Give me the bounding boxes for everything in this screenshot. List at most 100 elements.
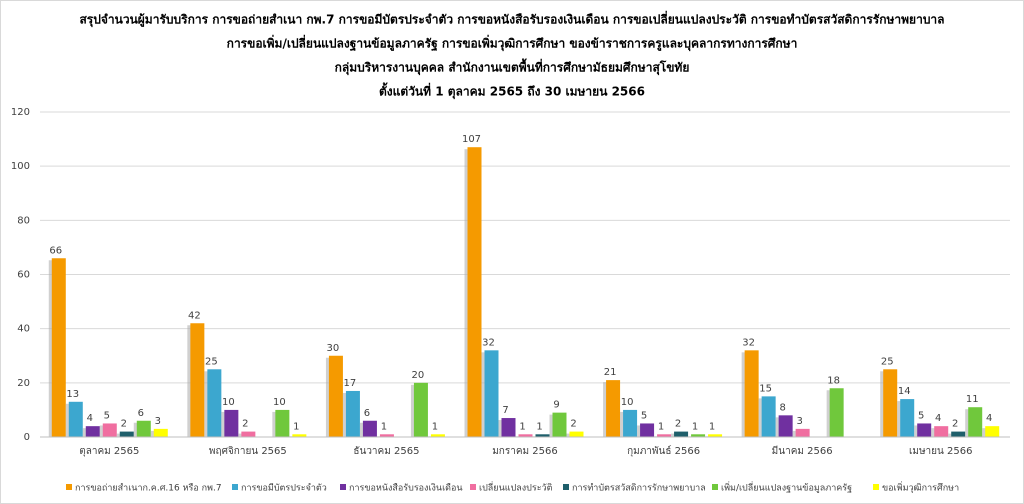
data-label: 13 — [66, 389, 79, 400]
data-label: 32 — [482, 337, 495, 348]
legend-swatch — [712, 484, 718, 490]
data-label: 2 — [242, 419, 248, 430]
data-label: 10 — [273, 397, 286, 408]
data-label: 14 — [898, 386, 911, 397]
bar — [275, 409, 290, 437]
y-tick-label: 0 — [24, 432, 30, 443]
data-label: 7 — [502, 405, 508, 416]
bar — [501, 418, 516, 437]
bar — [430, 434, 445, 437]
bar — [68, 401, 83, 437]
data-label: 42 — [188, 310, 201, 321]
data-label: 20 — [412, 370, 425, 381]
data-label: 3 — [796, 416, 802, 427]
bar — [900, 399, 915, 437]
bar — [379, 434, 394, 437]
bar — [153, 428, 168, 437]
data-label: 66 — [49, 245, 62, 256]
data-label: 30 — [327, 343, 340, 354]
data-label: 32 — [742, 337, 755, 348]
bar — [934, 426, 949, 437]
bar — [190, 323, 205, 437]
bar — [241, 431, 256, 437]
bar — [102, 423, 117, 437]
data-label: 6 — [138, 408, 144, 419]
bar — [829, 388, 844, 437]
legend-label: การทำบัตรสวัสดิการรักษาพยาบาล — [572, 483, 706, 494]
bar — [623, 409, 638, 437]
bar — [708, 434, 723, 437]
y-tick-label: 40 — [17, 324, 30, 335]
bar — [657, 434, 672, 437]
bar — [484, 350, 499, 437]
chart-title: การขอเพิ่ม/เปลี่ยนแปลงฐานข้อมูลภาครัฐ กา… — [227, 35, 798, 52]
x-tick-label: ธันวาคม 2565 — [353, 446, 419, 457]
data-label: 4 — [87, 413, 93, 424]
legend-swatch — [873, 484, 879, 490]
x-tick-label: มีนาคม 2566 — [772, 445, 833, 457]
legend-label: เปลี่ยนแปลงประวัติ — [479, 481, 553, 494]
data-label: 1 — [658, 421, 664, 432]
data-label: 11 — [966, 394, 979, 405]
bar — [345, 390, 360, 437]
data-label: 2 — [952, 419, 958, 430]
bar — [691, 434, 706, 437]
data-label: 4 — [986, 413, 992, 424]
data-label: 25 — [205, 356, 218, 367]
legend-label: เพิ่ม/เปลี่ยนแปลงฐานข้อมูลภาครัฐ — [721, 481, 852, 494]
data-label: 17 — [344, 378, 357, 389]
data-label: 1 — [432, 421, 438, 432]
bar — [951, 431, 966, 437]
data-label: 5 — [641, 410, 647, 421]
y-tick-label: 100 — [11, 161, 30, 172]
x-tick-label: กุมภาพันธ์ 2566 — [627, 445, 700, 457]
bar — [136, 420, 151, 437]
bar — [467, 147, 482, 438]
bar — [640, 423, 655, 437]
bar — [119, 431, 134, 437]
legend-swatch — [563, 484, 569, 490]
data-label: 5 — [918, 410, 924, 421]
data-label: 10 — [222, 397, 235, 408]
data-label: 1 — [536, 421, 542, 432]
data-label: 1 — [293, 421, 299, 432]
data-label: 2 — [675, 419, 681, 430]
legend-label: การขอหนังสือรับรองเงินเดือน — [349, 483, 463, 494]
legend-label: การขอมีบัตรประจำตัว — [241, 483, 327, 494]
bar — [985, 426, 1000, 437]
data-label: 107 — [462, 134, 481, 145]
data-label: 8 — [779, 402, 785, 413]
bar — [413, 382, 428, 437]
y-tick-label: 20 — [17, 378, 30, 389]
data-label: 25 — [881, 356, 894, 367]
bar — [968, 407, 983, 437]
bar — [569, 431, 584, 437]
bar — [362, 420, 377, 437]
legend-label: ขอเพิ่มวุฒิการศึกษา — [882, 481, 959, 494]
data-label: 21 — [604, 367, 617, 378]
bar — [518, 434, 533, 437]
data-label: 4 — [935, 413, 941, 424]
data-label: 1 — [381, 421, 387, 432]
y-tick-label: 120 — [11, 107, 30, 118]
bar — [917, 423, 932, 437]
data-label: 6 — [364, 408, 370, 419]
bar — [51, 258, 66, 437]
legend-swatch — [66, 484, 72, 490]
chart-title: ตั้งแต่วันที่ 1 ตุลาคม 2565 ถึง 30 เมษาย… — [379, 82, 645, 100]
data-label: 1 — [519, 421, 525, 432]
x-tick-label: พฤศจิกายน 2565 — [209, 446, 287, 457]
data-label: 3 — [155, 416, 161, 427]
bar — [883, 369, 898, 437]
bar — [778, 415, 793, 437]
bar — [535, 434, 550, 437]
data-label: 18 — [827, 375, 840, 386]
data-label: 2 — [570, 419, 576, 430]
y-tick-label: 60 — [17, 270, 30, 281]
bar — [328, 355, 343, 437]
bar — [292, 434, 307, 437]
legend-swatch — [340, 484, 346, 490]
bar — [761, 396, 776, 437]
data-label: 1 — [692, 421, 698, 432]
